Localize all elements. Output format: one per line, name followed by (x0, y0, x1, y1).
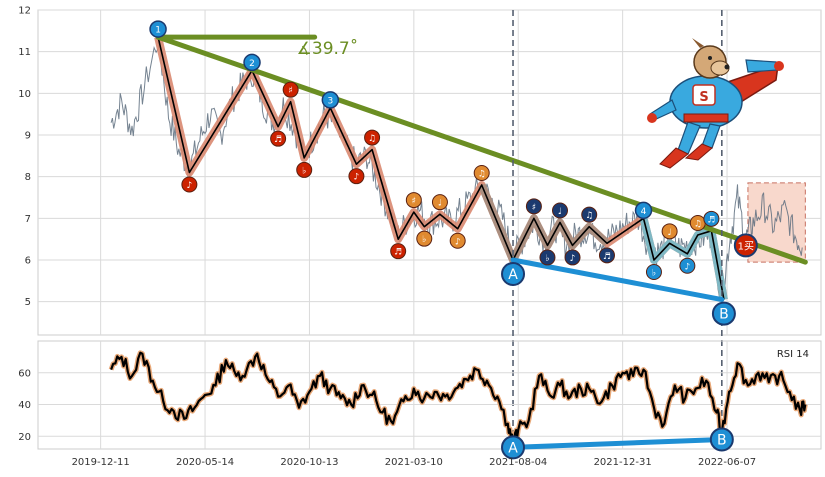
pivot-marker-b (711, 301, 736, 326)
note-marker (473, 165, 490, 181)
price-y-tick-label: 9 (25, 131, 31, 142)
note-marker (181, 176, 198, 193)
note-marker (564, 249, 581, 266)
note-marker (282, 81, 299, 98)
note-marker (598, 247, 615, 264)
note-marker-glyph: ♫ (368, 134, 376, 144)
price-divergence-line (510, 257, 725, 303)
rsi-y-tick-label: 40 (18, 400, 31, 411)
pivot-label-a: A (508, 267, 518, 283)
wave-marker (243, 53, 261, 72)
x-tick-label: 2019-12-11 (72, 457, 130, 468)
pivot-label-b: B (719, 307, 729, 323)
rsi-y-tick-label: 20 (18, 432, 31, 443)
note-marker (449, 232, 466, 249)
angle-annotation: ∡39.7˚ (297, 38, 359, 59)
note-marker-glyph: ♭ (302, 166, 306, 176)
price-y-tick-label: 5 (25, 297, 31, 308)
note-marker-glyph: ♯ (288, 86, 292, 96)
price-y-tick-label: 6 (25, 256, 31, 267)
note-marker (703, 210, 720, 227)
buy-point-marker (733, 233, 758, 258)
rsi-panel-frame (37, 340, 822, 450)
note-marker (525, 198, 542, 215)
note-marker (270, 130, 287, 147)
pivot-marker-a (501, 262, 526, 286)
wave-marker-label: 2 (249, 59, 255, 69)
note-marker-glyph: ♩ (558, 207, 562, 217)
note-marker-glyph: ♯ (532, 203, 536, 213)
note-marker-glyph: ♪ (354, 173, 360, 183)
wave-marker (321, 91, 340, 109)
svg-text:S: S (699, 90, 708, 105)
rsi-divergence-line (510, 436, 725, 450)
note-marker-glyph: ♫ (478, 170, 486, 180)
rsi-y-tick-label: 60 (18, 368, 31, 379)
note-marker (552, 202, 568, 219)
x-tick-label: 2021-03-10 (385, 457, 443, 468)
note-marker (364, 129, 381, 146)
rsi-marker-b (709, 427, 734, 452)
wave-marker (149, 20, 167, 38)
note-marker (679, 257, 696, 274)
note-marker (539, 249, 556, 266)
rsi-panel: 20 40 60 A B RSI 14 (18, 340, 822, 460)
note-marker (645, 264, 662, 280)
note-marker (581, 206, 598, 223)
note-marker (296, 161, 313, 178)
note-marker-glyph: ♯ (412, 197, 416, 207)
x-tick-label: 2021-12-31 (594, 457, 652, 468)
note-marker-glyph: ♩ (438, 199, 442, 209)
note-marker-glyph: ♪ (455, 237, 461, 247)
wave-marker-label: 3 (327, 96, 333, 106)
x-tick-label: 2021-08-04 (489, 457, 547, 468)
note-marker (390, 243, 407, 260)
zigzag-line (157, 36, 725, 300)
note-marker-glyph: ♭ (422, 235, 426, 245)
rsi-series-line (110, 351, 807, 444)
note-marker-glyph: ♪ (570, 254, 576, 264)
note-marker-glyph: ♬ (394, 248, 402, 258)
note-marker-glyph: ♬ (603, 252, 611, 262)
note-marker-glyph: ♫ (694, 220, 702, 230)
note-marker-glyph: ♭ (545, 254, 549, 264)
rsi-marker-a (501, 435, 526, 460)
note-marker-glyph: ♬ (274, 135, 282, 145)
note-marker (416, 230, 433, 247)
price-y-tick-label: 7 (25, 214, 31, 225)
x-tick-label: 2020-10-13 (280, 457, 338, 468)
superhero-dog-mascot: S (647, 38, 784, 169)
price-y-tick-label: 10 (18, 89, 31, 100)
note-marker (348, 168, 365, 185)
note-marker (431, 194, 448, 211)
wave-marker (634, 201, 653, 220)
note-marker-glyph: ♬ (707, 215, 715, 225)
price-panel: 5 6 7 8 9 10 11 12 ∡39.7˚ 1 ♪ 2 ♬ ♯ ♭ 3 ♪ ♫ ♬ ♯ ♭ ♩ ♪ ♫ A ♯ ♭ ♩ ♪ ♫ ♬ 4… (18, 6, 822, 449)
rsi-marker-label: B (717, 432, 727, 448)
forecast-box (747, 182, 806, 263)
note-marker-glyph: ♪ (684, 262, 690, 272)
wave-marker-label: 4 (641, 207, 647, 217)
x-axis: 2019-12-11 2020-05-14 2020-10-13 2021-03-10… (72, 457, 757, 468)
wave-marker-label: 1 (155, 26, 161, 36)
x-tick-label: 2020-05-14 (176, 457, 234, 468)
price-y-tick-label: 8 (25, 172, 31, 183)
note-marker (405, 192, 422, 209)
note-marker-glyph: ♩ (667, 228, 671, 238)
rsi-marker-label: A (508, 440, 518, 456)
note-marker (661, 223, 678, 240)
note-marker-glyph: ♭ (652, 269, 656, 279)
note-marker-glyph: ♪ (187, 181, 193, 191)
x-tick-label: 2022-06-07 (698, 457, 756, 468)
price-y-tick-label: 11 (18, 47, 31, 58)
price-y-tick-label: 12 (18, 6, 31, 17)
rsi-legend-label: RSI 14 (777, 349, 809, 360)
note-marker-glyph: ♫ (585, 211, 593, 221)
buy-point-label: 1买 (738, 240, 754, 252)
